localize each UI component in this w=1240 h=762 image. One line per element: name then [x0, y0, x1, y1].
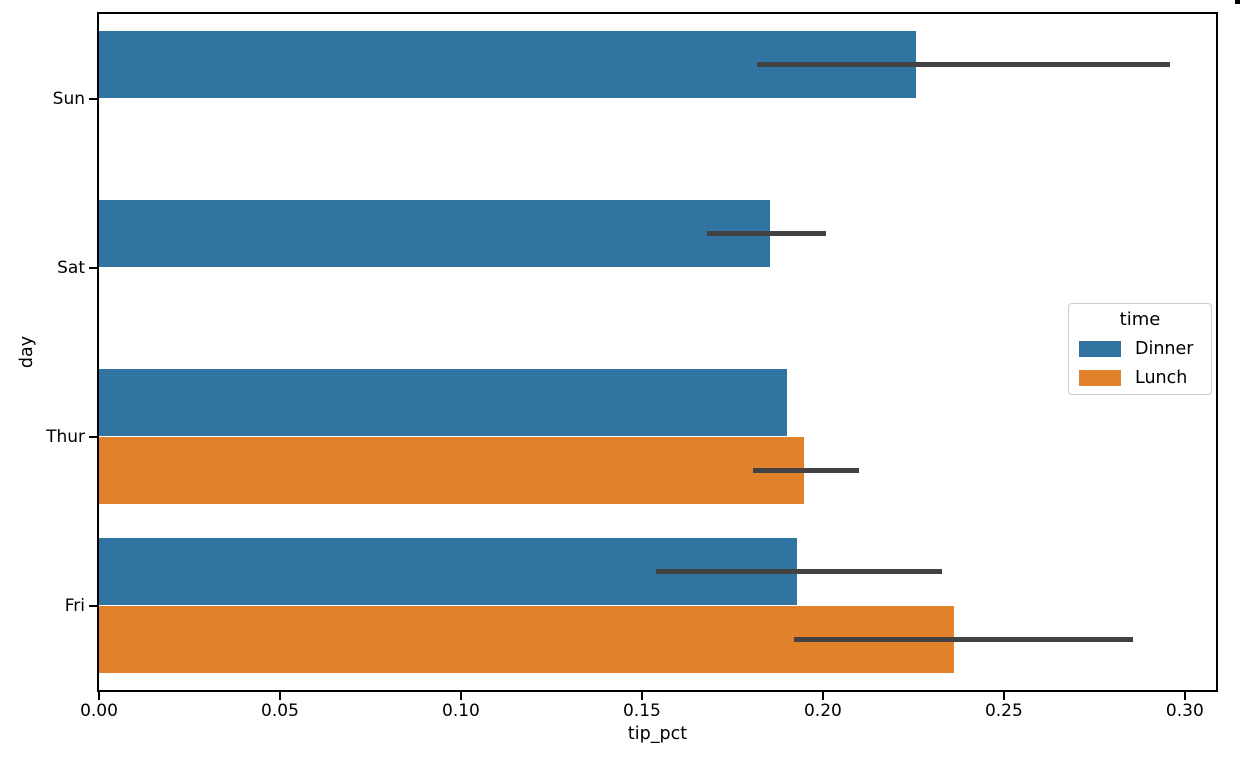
y-tick-label-sat: Sat [57, 257, 85, 278]
x-tick-label: 0.00 [80, 701, 118, 721]
x-tick-label: 0.25 [984, 701, 1023, 721]
x-tick-label: 0.15 [622, 701, 661, 721]
x-tick-mark [821, 692, 824, 700]
bar-thur-lunch [99, 436, 805, 505]
corner-artifact [1235, 0, 1240, 4]
y-tick-mark [89, 435, 97, 438]
x-tick-mark [1002, 692, 1005, 700]
x-tick-mark [640, 692, 643, 700]
legend-title: time [1119, 309, 1161, 330]
error-bar-fri-lunch [794, 636, 1134, 642]
legend-label-lunch: Lunch [1135, 367, 1188, 388]
x-tick-mark [459, 692, 462, 700]
error-bar-sun-dinner [757, 62, 1170, 68]
legend-label-dinner: Dinner [1135, 338, 1194, 359]
x-tick-mark [278, 692, 281, 700]
error-bar-sat-dinner [706, 231, 826, 237]
y-tick-mark [89, 604, 97, 607]
x-tick-label: 0.10 [442, 701, 480, 721]
y-tick-mark [89, 97, 97, 100]
legend-swatch-lunch-icon [1079, 369, 1121, 386]
y-axis-label: day [17, 335, 37, 369]
bar-sat-dinner [99, 199, 770, 268]
x-tick-mark [98, 692, 100, 700]
x-axis-label: tip_pct [627, 724, 688, 744]
legend: time Dinner Lunch [1068, 303, 1212, 395]
legend-entry-dinner: Dinner [1079, 334, 1201, 363]
y-tick-label-sun: Sun [52, 88, 85, 109]
error-bar-fri-dinner [656, 569, 942, 575]
legend-swatch-dinner-icon [1079, 340, 1121, 357]
bar-thur-dinner [99, 368, 788, 437]
error-bar-thur-lunch [753, 467, 860, 473]
plot-area [99, 14, 1216, 690]
y-tick-label-thur: Thur [46, 426, 85, 447]
x-tick-mark [1183, 692, 1186, 700]
x-tick-label: 0.05 [261, 701, 299, 721]
y-tick-label-fri: Fri [64, 595, 85, 616]
x-tick-label: 0.30 [1165, 701, 1204, 721]
legend-entry-lunch: Lunch [1079, 363, 1201, 392]
y-tick-mark [89, 266, 97, 269]
x-tick-label: 0.20 [803, 701, 842, 721]
